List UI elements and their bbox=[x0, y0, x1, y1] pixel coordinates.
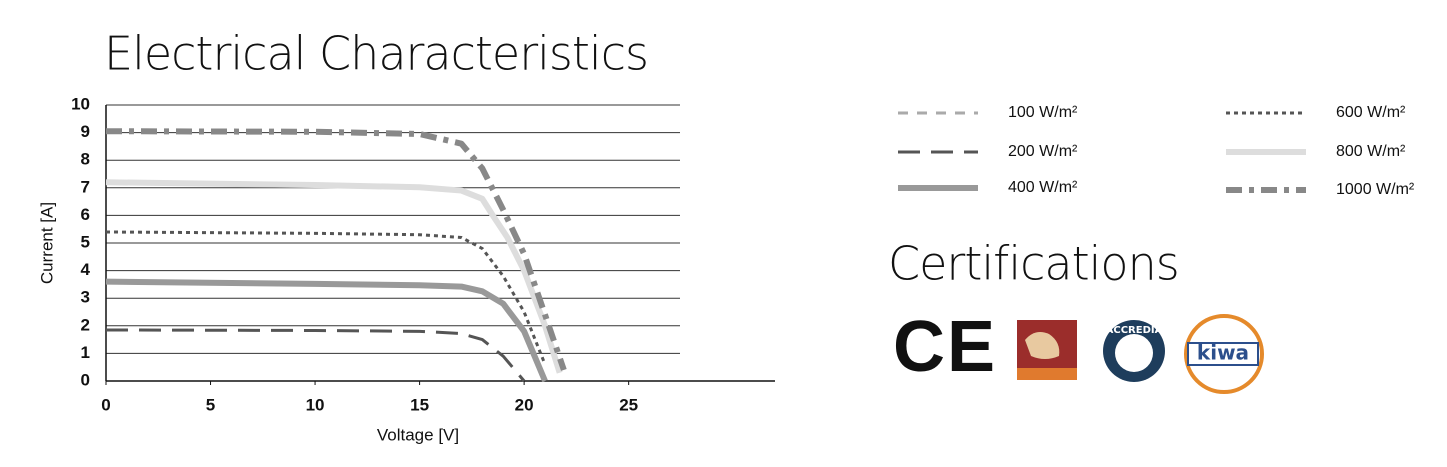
x-tick-label: 25 bbox=[619, 395, 638, 414]
ce-logo: CE bbox=[893, 307, 997, 387]
x-tick-label: 20 bbox=[515, 395, 534, 414]
series-line bbox=[105, 179, 563, 374]
series-line bbox=[105, 328, 526, 382]
y-tick-label: 2 bbox=[81, 315, 90, 334]
y-tick-label: 0 bbox=[81, 370, 90, 389]
x-tick-label: 0 bbox=[101, 395, 110, 414]
y-tick-label: 6 bbox=[81, 205, 90, 224]
y-tick-label: 9 bbox=[81, 122, 90, 141]
kiwa-box bbox=[1187, 342, 1259, 366]
series-line bbox=[105, 128, 567, 371]
y-tick-label: 10 bbox=[71, 94, 90, 113]
legend-label: 800 W/m² bbox=[1336, 143, 1406, 160]
beaver-logo-band bbox=[1017, 368, 1077, 380]
y-tick-label: 7 bbox=[81, 177, 90, 196]
beaver-icon bbox=[1025, 332, 1060, 359]
x-tick-label: 15 bbox=[410, 395, 429, 414]
legend-label: 400 W/m² bbox=[1008, 179, 1078, 196]
x-tick-label: 10 bbox=[306, 395, 325, 414]
series-line bbox=[105, 230, 547, 365]
y-tick-label: 8 bbox=[81, 150, 90, 169]
accredia-inner bbox=[1115, 334, 1153, 372]
x-tick-label: 5 bbox=[206, 395, 215, 414]
legend-label: 100 W/m² bbox=[1008, 104, 1078, 121]
y-tick-label: 1 bbox=[81, 343, 90, 362]
certifications-title: Certifications bbox=[888, 237, 1179, 291]
y-tick-label: 3 bbox=[81, 288, 90, 307]
legend-label: 1000 W/m² bbox=[1336, 181, 1415, 198]
chart-title: Electrical Characteristics bbox=[104, 27, 648, 81]
y-tick-label: 4 bbox=[81, 260, 91, 279]
y-tick-label: 5 bbox=[81, 232, 90, 251]
legend-label: 200 W/m² bbox=[1008, 143, 1078, 160]
legend-label: 600 W/m² bbox=[1336, 104, 1406, 121]
series-line bbox=[105, 278, 548, 383]
y-axis-label: Current [A] bbox=[37, 202, 56, 284]
x-axis-label: Voltage [V] bbox=[377, 425, 459, 444]
logos: CE ACCREDIA kiwa bbox=[893, 307, 1264, 394]
kiwa-text: kiwa bbox=[1197, 341, 1249, 365]
accredia-text: ACCREDIA bbox=[1106, 325, 1163, 336]
